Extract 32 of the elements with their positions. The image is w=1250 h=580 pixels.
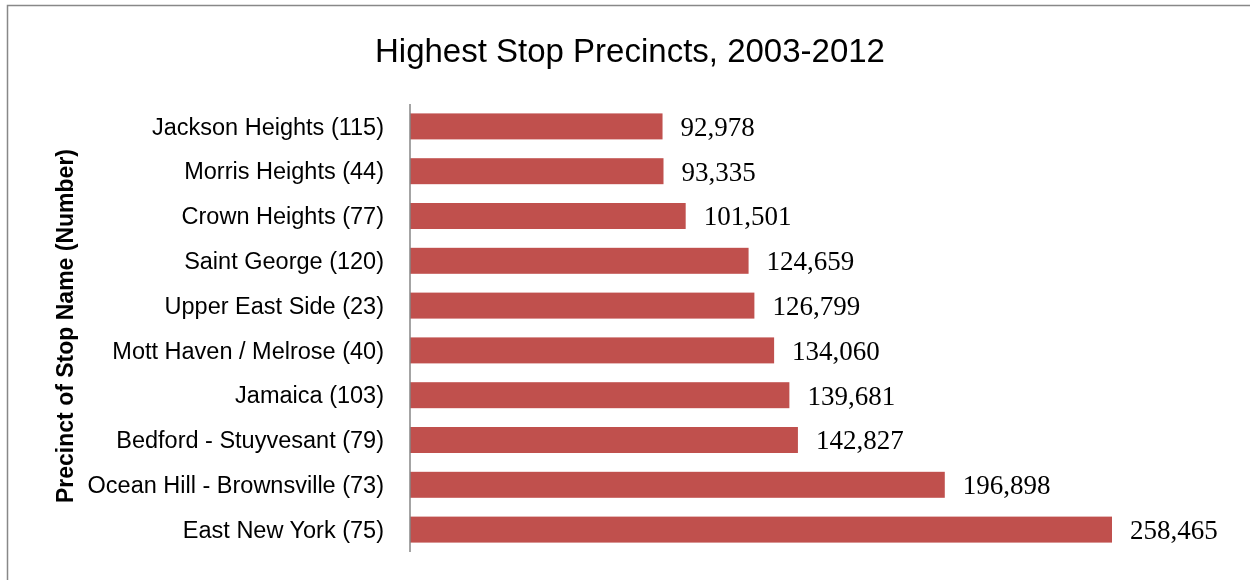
y-tick-label: Saint George (120) xyxy=(184,248,384,275)
data-label: 93,335 xyxy=(681,156,756,187)
y-tick-label: Jamaica (103) xyxy=(235,382,384,409)
data-label: 196,898 xyxy=(962,470,1051,501)
data-label: 134,060 xyxy=(792,335,880,366)
y-tick-label: Jackson Heights (115) xyxy=(151,113,384,140)
bar xyxy=(410,247,749,274)
bar xyxy=(410,427,798,453)
bar xyxy=(410,203,686,229)
chart-title: Highest Stop Precincts, 2003-2012 xyxy=(375,32,885,69)
y-tick-label: Morris Heights (44) xyxy=(184,158,384,185)
bar xyxy=(410,158,664,185)
y-tick-label: Mott Haven / Melrose (40) xyxy=(112,337,384,364)
data-label: 92,978 xyxy=(680,111,755,142)
y-tick-label: Crown Heights (77) xyxy=(181,203,384,230)
bar xyxy=(410,382,790,409)
y-tick-label: Bedford - Stuyvesant (79) xyxy=(116,427,384,454)
bar xyxy=(410,516,1112,543)
data-label: 139,681 xyxy=(807,380,896,411)
y-tick-label: Ocean Hill - Brownsville (73) xyxy=(87,472,384,499)
data-label: 124,659 xyxy=(766,246,855,277)
data-label: 101,501 xyxy=(703,201,792,232)
bar xyxy=(410,471,945,498)
data-label: 142,827 xyxy=(815,425,904,456)
data-label: 126,799 xyxy=(772,291,861,322)
bar xyxy=(410,292,755,319)
data-label: 258,465 xyxy=(1130,515,1218,546)
y-tick-label: Upper East Side (23) xyxy=(164,292,384,319)
y-tick-label: East New York (75) xyxy=(182,516,384,543)
bar xyxy=(410,337,775,364)
bar xyxy=(410,113,663,140)
y-axis-title: Precinct of Stop Name (Number) xyxy=(52,149,78,503)
